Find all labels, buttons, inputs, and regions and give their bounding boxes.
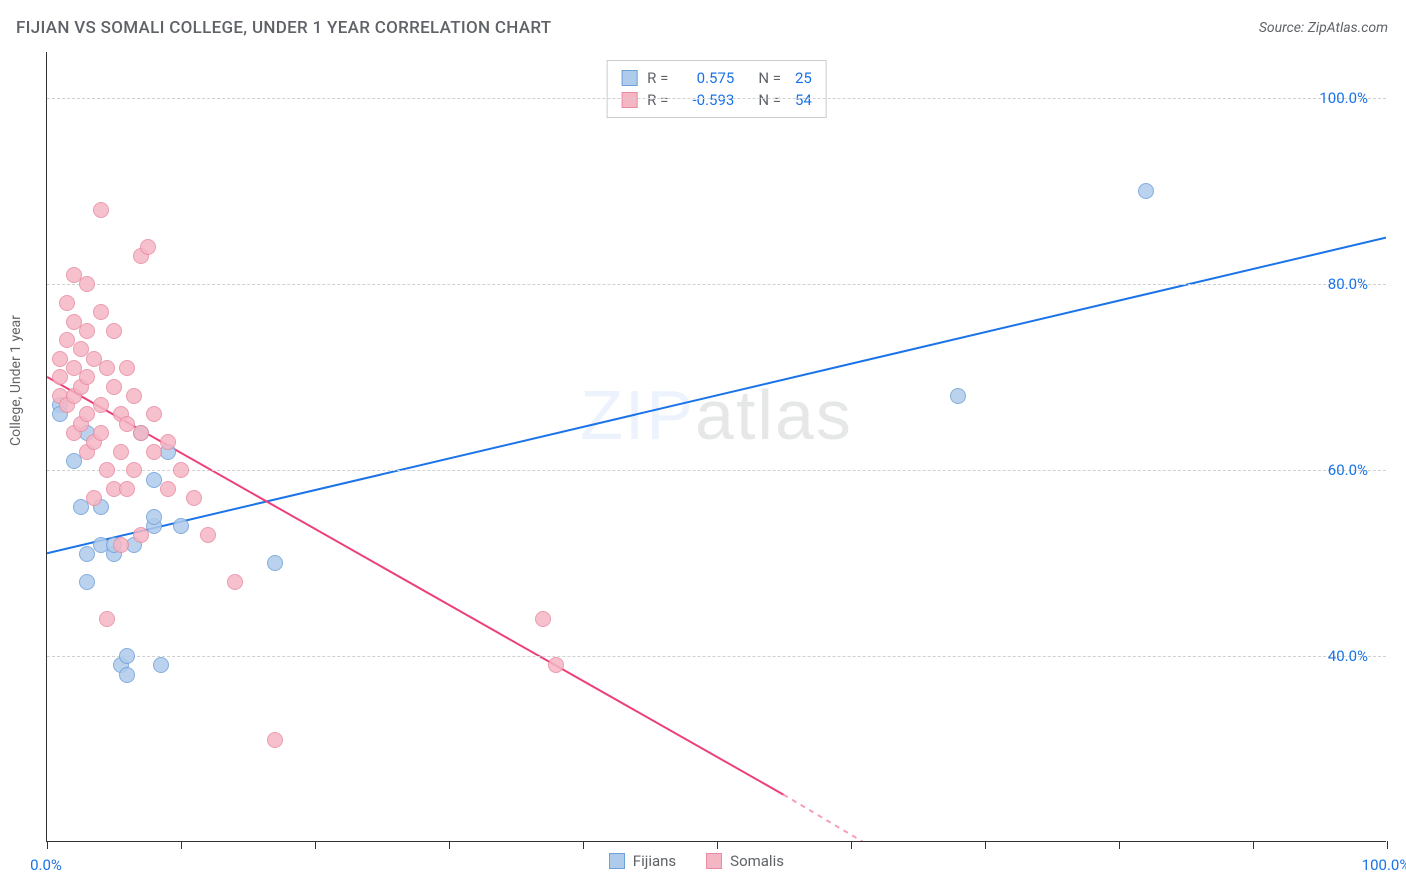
y-tick-label: 60.0% (1328, 461, 1368, 479)
scatter-point (106, 379, 122, 395)
legend-swatch (706, 853, 722, 869)
y-tick-label: 40.0% (1328, 647, 1368, 665)
legend-swatch (621, 70, 637, 86)
y-tick-label: 100.0% (1319, 89, 1368, 107)
n-label: N = (758, 91, 781, 109)
x-tick (985, 841, 986, 849)
scatter-point (186, 490, 202, 506)
n-value: 54 (795, 91, 812, 109)
legend-item: Fijians (609, 852, 676, 870)
r-value: -0.593 (682, 91, 734, 109)
r-label: R = (647, 69, 668, 87)
scatter-point (146, 406, 162, 422)
chart-title: FIJIAN VS SOMALI COLLEGE, UNDER 1 YEAR C… (16, 18, 551, 38)
scatter-point (93, 202, 109, 218)
legend-swatch (609, 853, 625, 869)
x-tick (315, 841, 316, 849)
legend-swatch (621, 92, 637, 108)
scatter-point (126, 462, 142, 478)
scatter-point (99, 462, 115, 478)
x-tick (717, 841, 718, 849)
scatter-point (99, 360, 115, 376)
x-tick (1119, 841, 1120, 849)
scatter-point (153, 657, 169, 673)
scatter-point (79, 369, 95, 385)
scatter-point (79, 276, 95, 292)
scatter-point (93, 425, 109, 441)
scatter-point (99, 611, 115, 627)
scatter-point (173, 518, 189, 534)
n-value: 25 (795, 69, 812, 87)
scatter-point (140, 239, 156, 255)
scatter-point (146, 509, 162, 525)
scatter-point (119, 648, 135, 664)
scatter-point (1138, 183, 1154, 199)
r-value: 0.575 (682, 69, 734, 87)
gridline (47, 98, 1386, 99)
scatter-point (119, 360, 135, 376)
legend-stats: R = 0.575 N = 25 R = -0.593 N = 54 (606, 60, 827, 118)
x-tick (1387, 841, 1388, 849)
watermark: ZIPatlas (580, 375, 853, 455)
x-tick (181, 841, 182, 849)
scatter-point (173, 462, 189, 478)
x-tick (47, 841, 48, 849)
scatter-point (267, 732, 283, 748)
gridline (47, 656, 1386, 657)
x-tick-label: 100.0% (1362, 856, 1406, 874)
trend-lines (47, 52, 1386, 841)
source-label: Source: ZipAtlas.com (1259, 20, 1388, 36)
x-tick (1253, 841, 1254, 849)
y-axis-label: College, Under 1 year (8, 315, 24, 446)
scatter-point (200, 527, 216, 543)
x-tick (583, 841, 584, 849)
scatter-point (950, 388, 966, 404)
scatter-point (160, 481, 176, 497)
legend-stat-row: R = 0.575 N = 25 (621, 67, 812, 89)
n-label: N = (758, 69, 781, 87)
scatter-point (267, 555, 283, 571)
scatter-point (548, 657, 564, 673)
gridline (47, 284, 1386, 285)
scatter-point (93, 397, 109, 413)
x-tick (449, 841, 450, 849)
y-tick-label: 80.0% (1328, 275, 1368, 293)
gridline (47, 470, 1386, 471)
scatter-point (86, 490, 102, 506)
scatter-point (133, 425, 149, 441)
scatter-point (119, 667, 135, 683)
plot-area: ZIPatlas R = 0.575 N = 25 R = -0.593 N = 54 40.… (46, 52, 1386, 842)
scatter-point (133, 527, 149, 543)
scatter-point (113, 537, 129, 553)
scatter-point (119, 481, 135, 497)
x-tick (851, 841, 852, 849)
scatter-point (79, 323, 95, 339)
legend-stat-row: R = -0.593 N = 54 (621, 89, 812, 111)
scatter-point (126, 388, 142, 404)
scatter-point (227, 574, 243, 590)
scatter-point (106, 323, 122, 339)
x-tick-label: 0.0% (30, 856, 62, 874)
correlation-chart: FIJIAN VS SOMALI COLLEGE, UNDER 1 YEAR C… (0, 0, 1406, 892)
legend-label: Somalis (730, 852, 784, 870)
scatter-point (79, 574, 95, 590)
scatter-point (535, 611, 551, 627)
legend-series: Fijians Somalis (609, 852, 784, 870)
r-label: R = (647, 91, 668, 109)
legend-label: Fijians (633, 852, 676, 870)
scatter-point (113, 444, 129, 460)
legend-item: Somalis (706, 852, 784, 870)
scatter-point (59, 295, 75, 311)
scatter-point (160, 434, 176, 450)
scatter-point (93, 304, 109, 320)
